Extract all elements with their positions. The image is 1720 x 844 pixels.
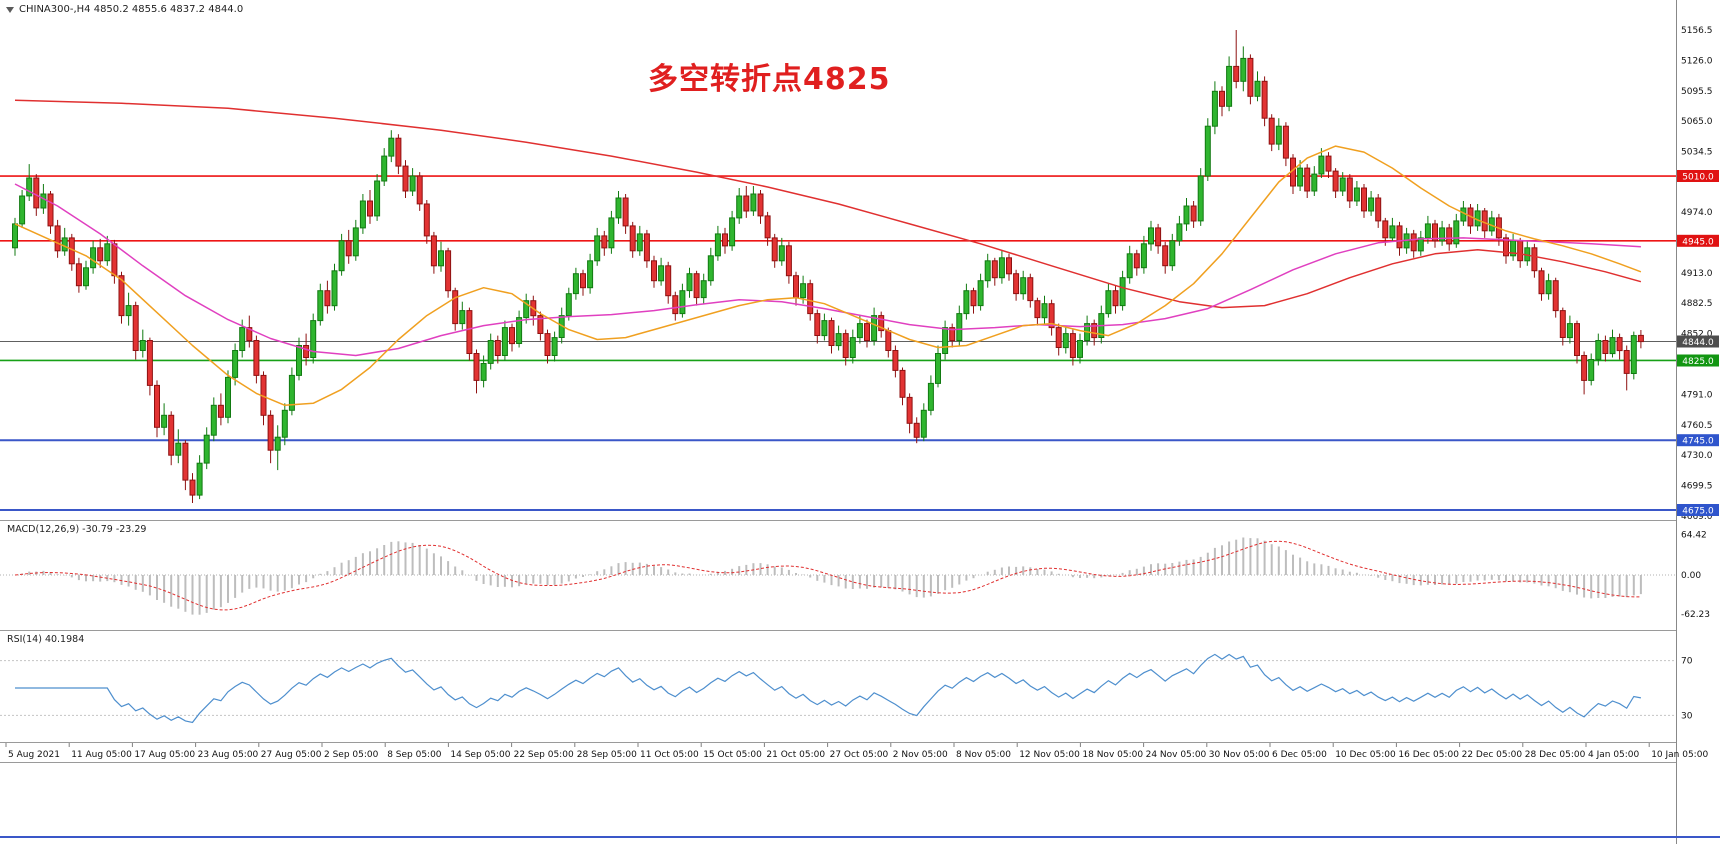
annotation-text: 多空转折点4825 [648, 62, 891, 97]
time-tick-label: 2 Nov 05:00 [893, 750, 948, 760]
time-tick-label: 14 Sep 05:00 [450, 750, 510, 760]
time-tick-label: 18 Nov 05:00 [1082, 750, 1143, 760]
price-tick-label: 5034.5 [1681, 148, 1713, 158]
price-badge-4745.0: 4745.0 [1677, 434, 1719, 447]
price-tick-label: 4730.0 [1681, 451, 1713, 461]
svg-text:4844.0: 4844.0 [1682, 338, 1714, 348]
price-badge-4675.0: 4675.0 [1677, 504, 1719, 517]
ma-line-slow-red [14, 99, 1642, 309]
time-tick-label: 8 Nov 05:00 [956, 750, 1011, 760]
time-tick-label: 2 Sep 05:00 [324, 750, 379, 760]
rsi-label: RSI(14) 40.1984 [7, 634, 85, 645]
price-badge-4844.0: 4844.0 [1677, 335, 1719, 348]
time-tick-label: 16 Dec 05:00 [1398, 750, 1459, 760]
moving-average-lines [14, 99, 1642, 407]
time-tick-label: 11 Oct 05:00 [640, 750, 699, 760]
time-tick-label: 11 Aug 05:00 [71, 750, 132, 760]
ma-line-medium-magenta [14, 183, 1641, 357]
time-tick-label: 17 Aug 05:00 [134, 750, 195, 760]
time-tick-label: 24 Nov 05:00 [1146, 750, 1207, 760]
time-tick-label: 5 Aug 2021 [8, 750, 60, 760]
svg-text:4945.0: 4945.0 [1682, 237, 1714, 247]
svg-text:4745.0: 4745.0 [1682, 437, 1714, 447]
rsi-axis-label: 30 [1681, 711, 1693, 721]
macd-axis-label: -62.23 [1681, 610, 1710, 620]
time-tick-label: 8 Sep 05:00 [387, 750, 442, 760]
rsi-axis-label: 70 [1681, 657, 1693, 667]
time-tick-label: 10 Dec 05:00 [1335, 750, 1396, 760]
macd-panel [0, 537, 1676, 615]
macd-histogram [21, 537, 1642, 615]
macd-axis-label: 0.00 [1681, 571, 1701, 581]
time-tick-label: 4 Jan 05:00 [1588, 750, 1640, 760]
time-tick-label: 23 Aug 05:00 [198, 750, 259, 760]
price-tick-label: 5065.0 [1681, 117, 1713, 127]
time-tick-label: 21 Oct 05:00 [766, 750, 825, 760]
svg-text:4675.0: 4675.0 [1682, 507, 1714, 517]
price-badge-4825.0: 4825.0 [1677, 354, 1719, 367]
candlestick-series [12, 30, 1644, 503]
symbol-ohlc-label: CHINA300-,H4 4850.2 4855.6 4837.2 4844.0 [19, 4, 244, 15]
price-tick-label: 4852.0 [1681, 330, 1713, 340]
svg-text:4825.0: 4825.0 [1682, 357, 1714, 367]
time-tick-label: 22 Sep 05:00 [514, 750, 574, 760]
rsi-panel [0, 653, 1676, 724]
time-tick-label: 6 Dec 05:00 [1272, 750, 1327, 760]
price-tick-label: 4791.0 [1681, 390, 1713, 400]
time-tick-label: 27 Aug 05:00 [261, 750, 322, 760]
ma-line-fast-orange [14, 145, 1642, 407]
macd-axis-label: 64.42 [1681, 531, 1707, 541]
chart-title[interactable]: CHINA300-,H4 4850.2 4855.6 4837.2 4844.0 [6, 4, 243, 15]
price-tick-label: 5156.5 [1681, 26, 1713, 36]
macd-signal-line [14, 540, 1641, 611]
price-tick-label: 4913.0 [1681, 269, 1713, 279]
time-tick-label: 28 Dec 05:00 [1525, 750, 1586, 760]
symbol-dropdown-icon[interactable] [6, 6, 14, 13]
price-tick-label: 4699.5 [1681, 482, 1713, 492]
time-tick-label: 30 Nov 05:00 [1209, 750, 1270, 760]
rsi-line [15, 653, 1642, 724]
time-axis[interactable]: 5 Aug 2021 11 Aug 05:00 17 Aug 05:00 23 Aug… [5, 743, 1708, 760]
price-tick-label: 4974.0 [1681, 208, 1713, 218]
price-tick-label: 4760.5 [1681, 421, 1713, 431]
price-tick-label: 4882.5 [1681, 299, 1713, 309]
time-tick-label: 28 Sep 05:00 [577, 750, 637, 760]
price-badge-4945.0: 4945.0 [1677, 234, 1719, 247]
macd-label: MACD(12,26,9) -30.79 -23.29 [7, 524, 147, 535]
price-tick-label: 5126.0 [1681, 56, 1713, 66]
price-tick-label: 5095.5 [1681, 87, 1713, 97]
time-tick-label: 22 Dec 05:00 [1462, 750, 1523, 760]
svg-text:5010.0: 5010.0 [1682, 173, 1714, 183]
price-badge-5010.0: 5010.0 [1677, 170, 1719, 183]
price-tick-label: 4669.0 [1681, 512, 1713, 522]
price-axis[interactable]: 5156.5 5126.0 5095.5 5065.0 5034.5 4974.0 4913… [1676, 0, 1720, 844]
time-tick-label: 27 Oct 05:00 [830, 750, 889, 760]
time-tick-label: 12 Nov 05:00 [1019, 750, 1080, 760]
time-tick-label: 15 Oct 05:00 [703, 750, 762, 760]
time-tick-label: 10 Jan 05:00 [1651, 750, 1708, 760]
